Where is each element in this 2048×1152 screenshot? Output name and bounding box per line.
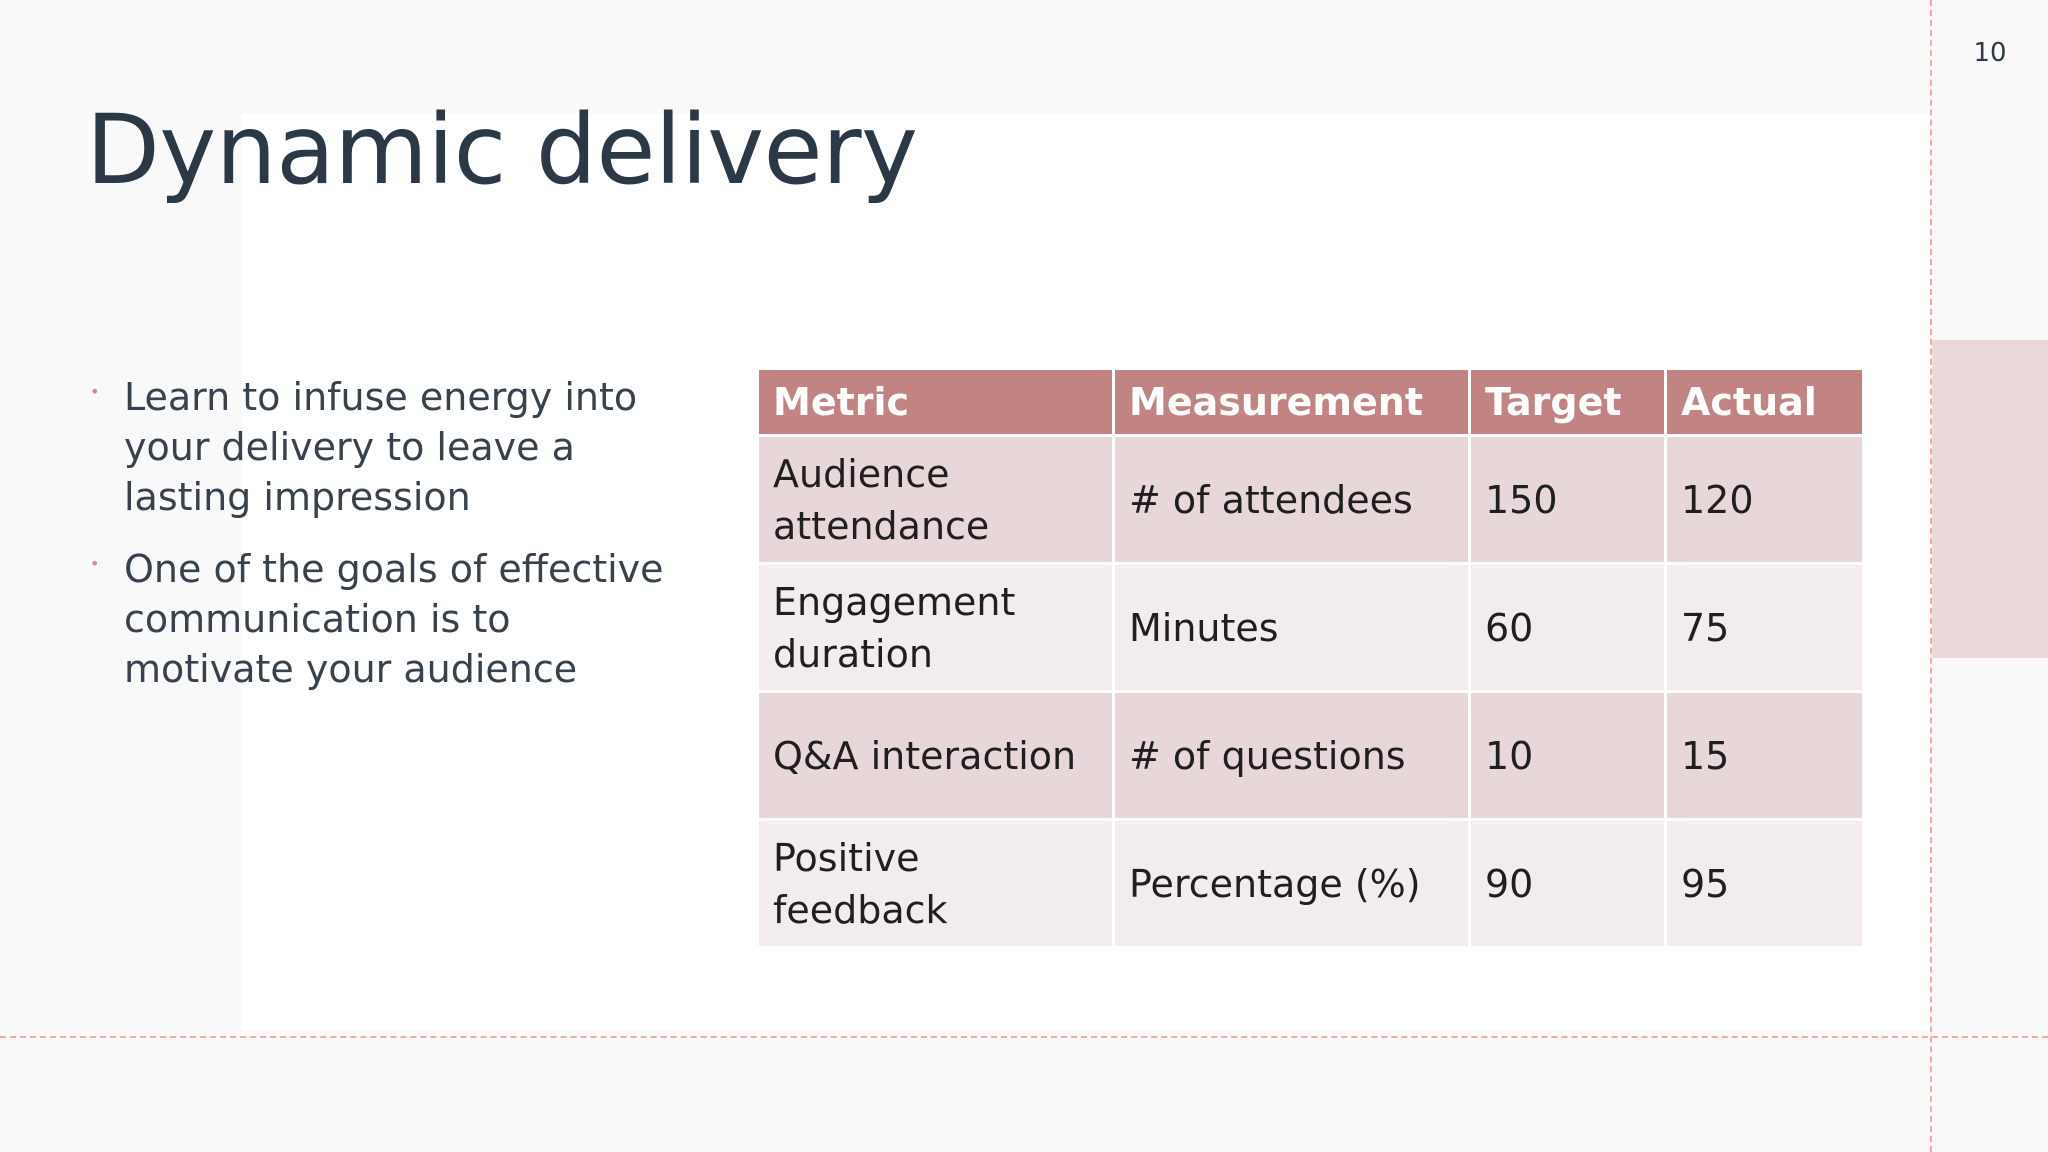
bullet-text: Learn to infuse energy into your deliver… — [124, 375, 638, 519]
bullet-item: • One of the goals of effective communic… — [88, 544, 688, 694]
table-row: Engagement duration Minutes 60 75 — [756, 562, 1865, 693]
cell-metric: Q&A interaction — [756, 690, 1115, 821]
background-left-panel — [0, 0, 242, 1152]
background-top-band — [0, 0, 2048, 114]
column-header-measurement: Measurement — [1112, 367, 1471, 437]
bullet-dot-icon: • — [90, 382, 100, 401]
bullet-item: • Learn to infuse energy into your deliv… — [88, 372, 688, 522]
cell-actual: 120 — [1664, 434, 1865, 565]
column-header-target: Target — [1468, 367, 1667, 437]
cell-target: 150 — [1468, 434, 1667, 565]
cell-measurement: # of attendees — [1112, 434, 1471, 565]
table-row: Q&A interaction # of questions 10 15 — [756, 690, 1865, 821]
decorative-dashed-line-horizontal — [0, 1036, 2048, 1038]
table-header-row: Metric Measurement Target Actual — [756, 367, 1865, 437]
cell-actual: 95 — [1664, 818, 1865, 949]
cell-target: 60 — [1468, 562, 1667, 693]
table-row: Audience attendance # of attendees 150 1… — [756, 434, 1865, 565]
cell-metric: Engagement duration — [756, 562, 1115, 693]
decorative-dashed-line-vertical — [1930, 0, 1932, 1152]
bullet-list: • Learn to infuse energy into your deliv… — [88, 372, 688, 716]
column-header-actual: Actual — [1664, 367, 1865, 437]
cell-metric: Audience attendance — [756, 434, 1115, 565]
cell-measurement: Percentage (%) — [1112, 818, 1471, 949]
slide-title: Dynamic delivery — [86, 94, 918, 206]
column-header-metric: Metric — [756, 367, 1115, 437]
bullet-text: One of the goals of effective communicat… — [124, 547, 664, 691]
cell-actual: 15 — [1664, 690, 1865, 821]
cell-target: 90 — [1468, 818, 1667, 949]
cell-target: 10 — [1468, 690, 1667, 821]
page-number: 10 — [1973, 38, 2007, 68]
table-row: Positive feedback Percentage (%) 90 95 — [756, 818, 1865, 949]
decorative-accent-block — [1932, 340, 2048, 658]
cell-measurement: Minutes — [1112, 562, 1471, 693]
cell-metric: Positive feedback — [756, 818, 1115, 949]
cell-measurement: # of questions — [1112, 690, 1471, 821]
background-bottom-band — [0, 1030, 2048, 1152]
cell-actual: 75 — [1664, 562, 1865, 693]
metrics-table: Metric Measurement Target Actual Audienc… — [756, 367, 1865, 949]
bullet-dot-icon: • — [90, 554, 100, 573]
